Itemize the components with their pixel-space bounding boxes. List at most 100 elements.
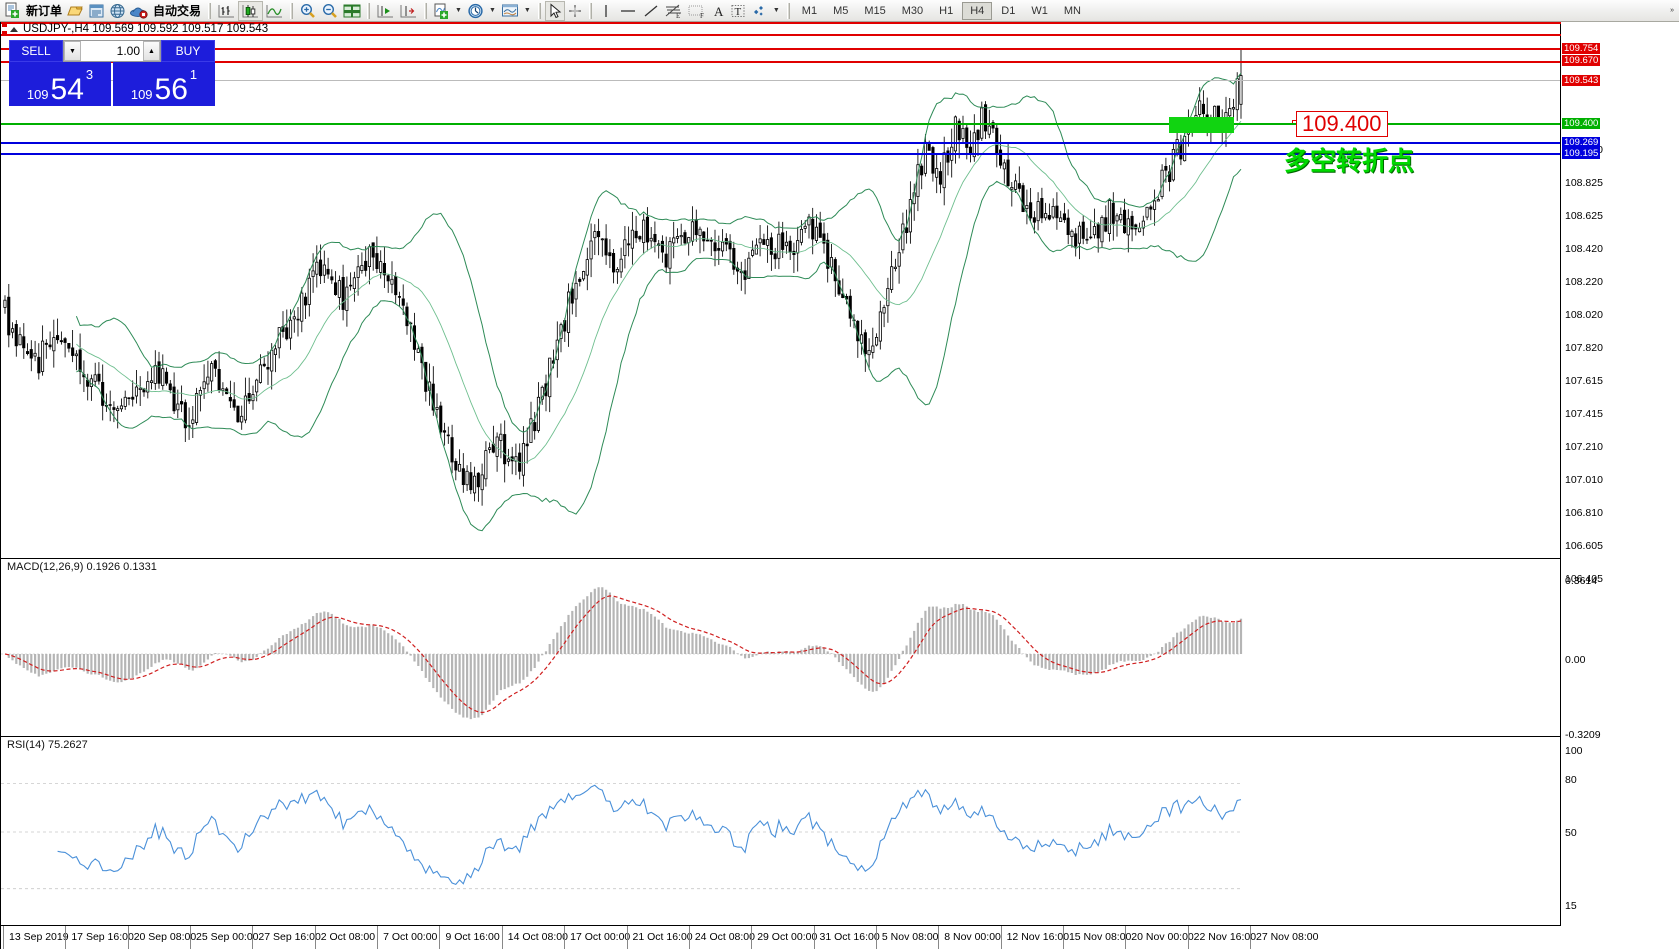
buy-header[interactable]: BUY [161,40,215,62]
fibonacci-icon[interactable]: E [662,1,685,21]
price-label-109670[interactable]: 109.670 [1562,55,1601,66]
selection-handle-top[interactable] [2,22,7,27]
toolbar-overflow-icon[interactable]: » [1670,7,1674,14]
candlestick-chart-icon[interactable] [238,0,264,21]
templates-dropdown-icon[interactable]: ▼ [523,7,531,14]
volume-value[interactable]: 1.00 [81,41,143,61]
chart-window[interactable]: USDJPY-,H4 109.569 109.592 109.517 109.5… [0,22,1679,949]
sell-header[interactable]: SELL [9,40,63,62]
template-icon[interactable] [499,1,521,21]
main-toolbar[interactable]: 新订单 自动交易 [0,0,1679,22]
price-level-annotation[interactable]: 109.400 [1296,111,1388,137]
line-chart-icon[interactable] [263,1,286,21]
symbol-info-bar: USDJPY-,H4 109.569 109.592 109.517 109.5… [1,22,1561,36]
periods-dropdown-icon[interactable]: ▼ [488,7,496,14]
new-order-icon[interactable] [2,1,23,21]
buy-price-main: 56 [154,73,188,106]
price-label-109195[interactable]: 109.195 [1562,148,1601,159]
text-label-icon[interactable]: T [728,1,748,21]
buy-price-prefix: 109 [130,87,153,102]
timeframe-m15[interactable]: M15 [864,4,886,17]
timeframe-m1[interactable]: M1 [801,4,818,17]
timeframe-mn[interactable]: MN [1063,4,1081,17]
shapes-icon[interactable] [748,1,770,21]
channel-icon[interactable]: F [685,1,708,21]
vertical-line-icon[interactable] [596,1,616,21]
price-tick: 108.220 [1565,276,1603,288]
autotrade-label[interactable]: 自动交易 [153,4,202,18]
auto-scroll-icon[interactable] [374,1,397,21]
chart-shift-icon[interactable] [397,1,420,21]
letter-a-icon[interactable]: A [708,1,728,21]
rsi-tick: 50 [1565,827,1577,839]
time-tick: 17 Sep 16:00 [71,931,134,943]
shapes-dropdown-icon[interactable]: ▼ [772,7,780,14]
rsi-tick: 100 [1565,745,1583,757]
toolbar-separator-5 [537,2,541,19]
price-pane[interactable] [1,38,1561,558]
svg-text:A: A [714,4,724,19]
hline-109400[interactable] [1,123,1561,125]
timeframe-m30[interactable]: M30 [901,4,924,17]
timeframe-h4[interactable]: H4 [962,1,993,20]
hline-109754[interactable] [1,48,1561,50]
sell-price-button[interactable]: 109 54 3 [9,62,111,106]
price-label-109400[interactable]: 109.400 [1562,118,1601,129]
new-order-label[interactable]: 新订单 [26,4,63,18]
time-tick: 20 Sep 08:00 [133,931,197,943]
selection-handle-bottom[interactable] [2,31,7,36]
globe-icon[interactable] [107,1,128,21]
time-tick: 8 Nov 00:00 [944,931,1001,943]
timeframe-d1[interactable]: D1 [1001,4,1016,17]
price-label-109269[interactable]: 109.269 [1562,137,1601,148]
rsi-pane[interactable]: RSI(14) 75.2627 [1,736,1679,925]
price-tick: 107.415 [1565,408,1603,420]
clock-icon[interactable] [465,1,486,21]
time-tick: 9 Oct 16:00 [445,931,500,943]
symbol-ohlc-text: USDJPY-,H4 109.569 109.592 109.517 109.5… [23,23,269,35]
hline-109195[interactable] [1,153,1561,155]
time-tick-sep [377,926,379,949]
cursor-icon[interactable] [544,0,565,21]
zoom-out-icon[interactable] [319,1,341,21]
buy-price-button[interactable]: 109 56 1 [113,62,215,106]
time-tick: 14 Oct 08:00 [507,931,568,943]
price-label-109754[interactable]: 109.754 [1562,43,1601,54]
volume-decrease-icon[interactable]: ▼ [64,41,81,61]
trendline-icon[interactable] [640,1,662,21]
horizontal-line-icon[interactable] [616,1,640,21]
svg-text:T: T [734,6,741,18]
folder-yellow-icon[interactable] [65,1,86,21]
indicators-icon[interactable] [431,1,452,21]
time-tick-sep [813,926,815,949]
zoom-in-icon[interactable] [297,1,319,21]
tile-windows-icon[interactable] [341,1,363,21]
navigator-hat-icon[interactable] [128,1,150,21]
timeframe-h1[interactable]: H1 [939,4,954,17]
timeframe-bar[interactable]: M1 M5 M15 M30 H1 H4 D1 W1 MN [794,1,1089,20]
bar-chart-icon[interactable] [215,1,238,21]
volume-stepper[interactable]: ▼ 1.00 ▲ [63,40,161,62]
price-level-text: 109.400 [1302,111,1382,136]
price-label-109543[interactable]: 109.543 [1562,75,1601,86]
hline-109269[interactable] [1,142,1561,144]
market-watch-icon[interactable] [86,1,107,21]
time-tick-sep [1062,926,1064,949]
collapse-triangle-icon[interactable] [10,26,18,32]
toolbar-overflow[interactable]: » [1667,7,1677,14]
price-tick: 107.615 [1565,375,1603,387]
macd-pane-title: MACD(12,26,9) 0.1926 0.1331 [6,561,158,573]
chinese-note-annotation[interactable]: 多空转折点 [1284,141,1414,178]
one-click-trading-panel[interactable]: SELL ▼ 1.00 ▲ BUY 109 54 3 109 56 1 [9,40,215,106]
timeframe-w1[interactable]: W1 [1031,4,1048,17]
price-tick: 107.210 [1565,441,1603,453]
price-axis[interactable]: 109.030108.825108.625108.420108.220108.0… [1560,22,1679,949]
volume-increase-icon[interactable]: ▲ [143,41,160,61]
macd-pane[interactable]: MACD(12,26,9) 0.1926 0.1331 [1,558,1679,736]
hline-109670[interactable] [1,61,1561,63]
timeframe-m5[interactable]: M5 [833,4,849,17]
macd-tick: 0.00 [1565,654,1586,666]
indicators-dropdown-icon[interactable]: ▼ [455,7,462,14]
crosshair-icon[interactable] [565,1,585,21]
time-axis[interactable]: 13 Sep 2019 17 Sep 16:00 20 Sep 08:00 25 Se… [1,925,1561,949]
